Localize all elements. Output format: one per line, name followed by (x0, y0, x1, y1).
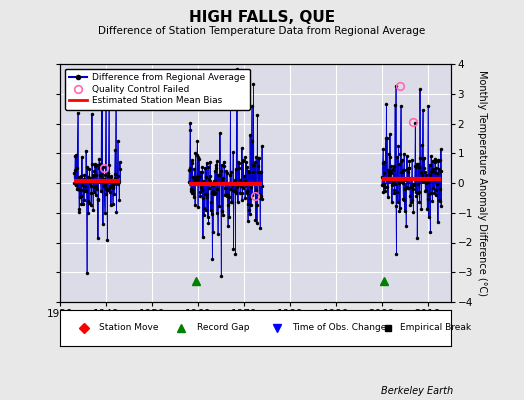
Difference from Regional Average (71, 170, 77, 175)
Difference from Regional Average (116, 198, 122, 202)
Legend: Difference from Regional Average, Quality Control Failed, Estimated Station Mean: Difference from Regional Average, Qualit… (65, 68, 249, 110)
Text: Time of Obs. Change: Time of Obs. Change (292, 324, 387, 332)
Text: HIGH FALLS, QUE: HIGH FALLS, QUE (189, 10, 335, 25)
Difference from Regional Average (81, 177, 87, 182)
Difference from Regional Average (108, 174, 114, 178)
Difference from Regional Average (99, 94, 105, 98)
Difference from Regional Average (83, 179, 90, 184)
Line: Difference from Regional Average: Difference from Regional Average (74, 96, 120, 272)
Text: Berkeley Earth: Berkeley Earth (381, 386, 453, 396)
Y-axis label: Monthly Temperature Anomaly Difference (°C): Monthly Temperature Anomaly Difference (… (477, 70, 487, 296)
Text: Difference of Station Temperature Data from Regional Average: Difference of Station Temperature Data f… (99, 26, 425, 36)
Text: Record Gap: Record Gap (197, 324, 249, 332)
Text: Station Move: Station Move (100, 324, 159, 332)
Difference from Regional Average (97, 162, 103, 167)
Difference from Regional Average (103, 192, 110, 196)
Difference from Regional Average (117, 166, 123, 171)
Difference from Regional Average (84, 270, 90, 275)
Text: Empirical Break: Empirical Break (400, 324, 471, 332)
